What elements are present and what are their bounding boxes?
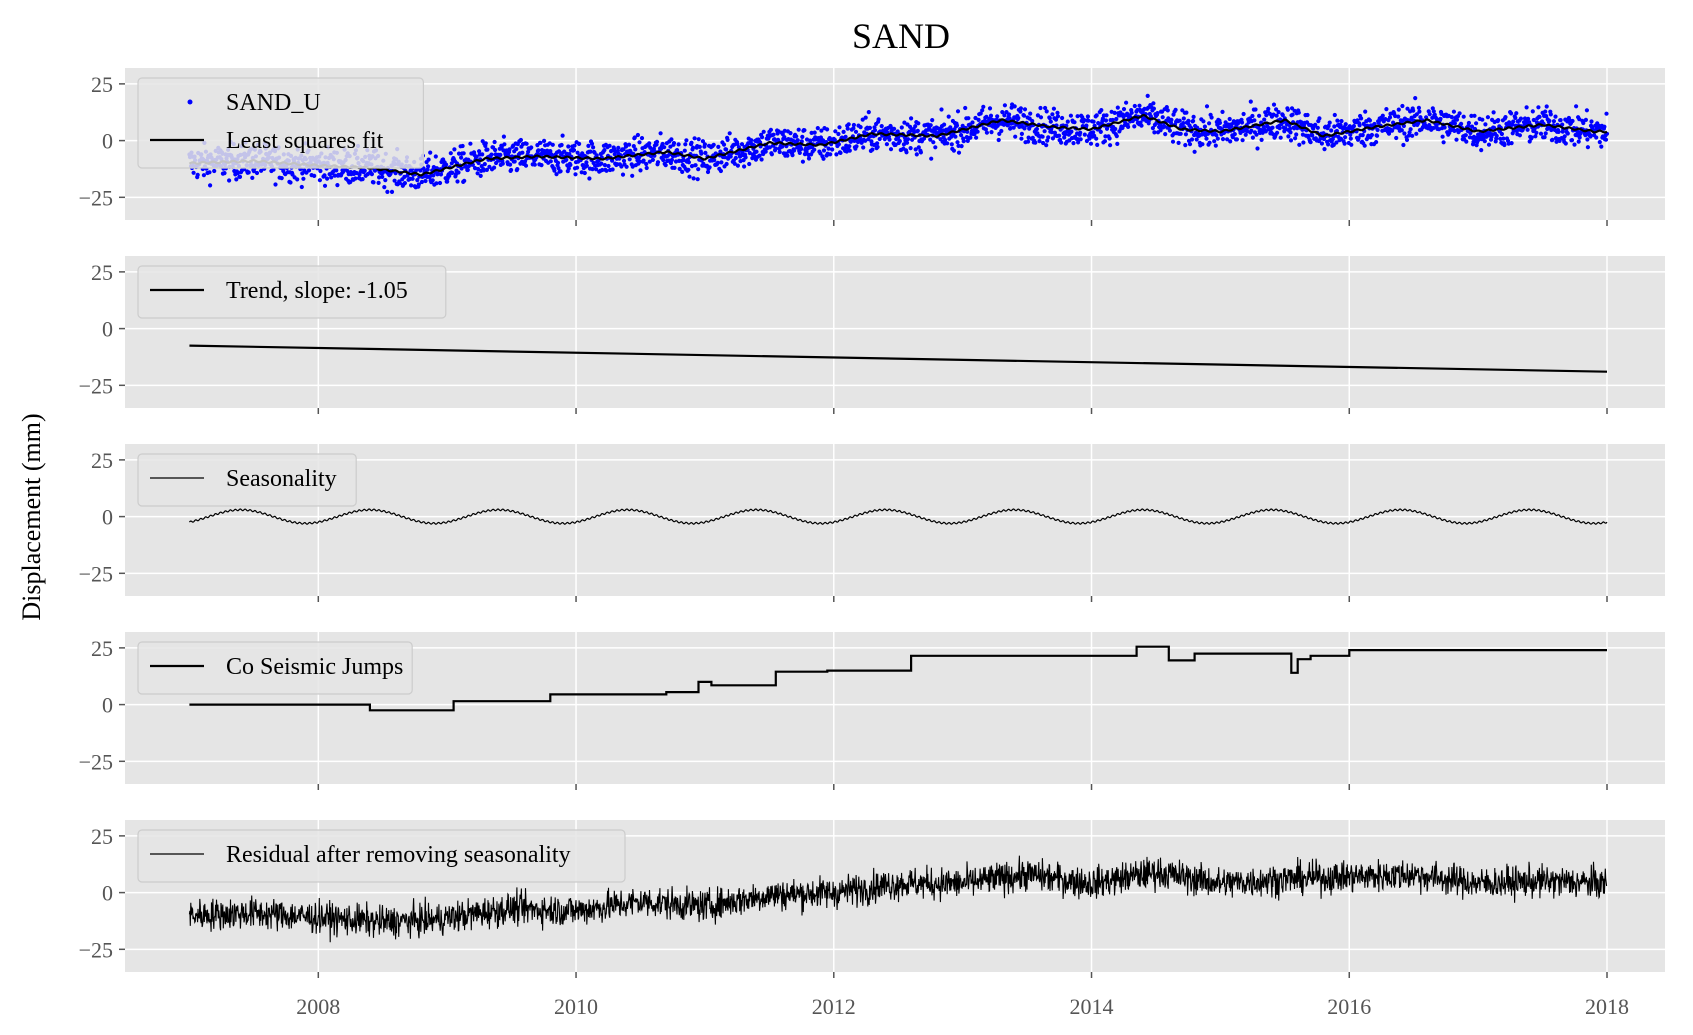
legend-box	[137, 641, 413, 695]
y-tick-label: −25	[79, 185, 113, 210]
y-tick-label: 0	[102, 317, 113, 342]
y-tick-label: 25	[91, 72, 113, 97]
legend-box	[137, 77, 424, 169]
series-trend	[189, 344, 1608, 373]
series-seasonality	[188, 508, 1608, 525]
y-tick-label: −25	[79, 937, 113, 962]
legend-box	[137, 829, 626, 883]
data-layer	[189, 645, 1607, 712]
legend-label: Seasonality	[226, 466, 337, 492]
x-tick-label: 2010	[554, 994, 598, 1019]
legend-label: Trend, slope: -1.05	[226, 278, 408, 304]
y-tick-label: 0	[102, 129, 113, 154]
legend-label: Residual after removing seasonality	[226, 842, 571, 868]
y-tick-label: 25	[91, 824, 113, 849]
y-tick-label: 25	[91, 260, 113, 285]
y-tick-label: −25	[79, 749, 113, 774]
panel-2: −25 0 25 Trend, slope: -1.05	[79, 256, 1665, 414]
y-tick-label: 25	[91, 448, 113, 473]
chart-title: SAND	[852, 16, 950, 56]
legend: Co Seismic Jumps	[137, 641, 413, 695]
legend-box	[137, 453, 357, 507]
y-axis-label: Displacement (mm)	[17, 413, 46, 620]
series-residual	[188, 855, 1608, 943]
x-tick-label: 2014	[1070, 994, 1114, 1019]
y-tick-label: 0	[102, 881, 113, 906]
panel-background	[125, 444, 1665, 596]
x-tick-label: 2016	[1327, 994, 1371, 1019]
x-tick-label: 2012	[812, 994, 856, 1019]
x-tick-label: 2018	[1585, 994, 1629, 1019]
panel-3: −25 0 25 Seasonality	[79, 444, 1665, 602]
panels-group: −25 0 25 SAND_U Least squares fit −25 0 25 Trend…	[79, 68, 1665, 1019]
legend-label: SAND_U	[226, 90, 321, 116]
legend-label: Co Seismic Jumps	[226, 654, 403, 680]
panel-1: −25 0 25 SAND_U Least squares fit	[79, 68, 1665, 226]
legend: Seasonality	[137, 453, 357, 507]
legend: SAND_U Least squares fit	[137, 77, 424, 169]
series-co-seismic-jumps	[189, 645, 1607, 712]
y-tick-label: −25	[79, 561, 113, 586]
x-tick-label: 2008	[296, 994, 340, 1019]
y-tick-label: 0	[102, 693, 113, 718]
y-tick-label: 25	[91, 636, 113, 661]
y-tick-label: −25	[79, 373, 113, 398]
data-layer	[189, 344, 1608, 373]
panel-4: −25 0 25 Co Seismic Jumps	[79, 632, 1665, 790]
legend-box	[137, 265, 447, 319]
y-tick-label: 0	[102, 505, 113, 530]
panel-5: −25 0 25 Residual after removing seasonalit…	[79, 820, 1665, 978]
legend: Residual after removing seasonality	[137, 829, 626, 883]
data-layer	[188, 855, 1608, 943]
legend-marker-points	[187, 99, 193, 105]
series-least-squares-fit	[188, 113, 1608, 177]
legend-label: Least squares fit	[226, 128, 384, 154]
legend: Trend, slope: -1.05	[137, 265, 447, 319]
data-layer	[188, 508, 1608, 525]
